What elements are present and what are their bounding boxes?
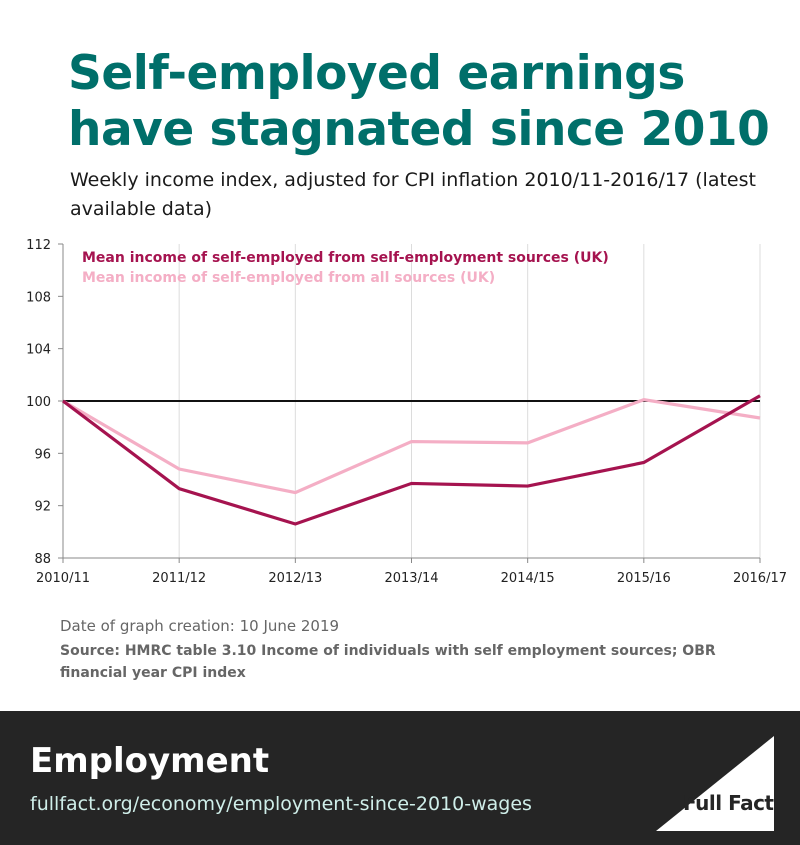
line-chart: 88 92 96 100 104 108 112 2010/11 2011/12 2012/13 2… <box>26 238 787 586</box>
y-tick-label: 104 <box>26 343 51 358</box>
y-tick-label: 108 <box>26 290 51 305</box>
x-tick-label: 2015/16 <box>617 571 671 586</box>
legend-entry: Mean income of self-employed from self-e… <box>82 250 609 266</box>
chart-subtitle: Weekly income index, adjusted for CPI in… <box>70 169 756 220</box>
series-line <box>62 394 761 526</box>
y-tick-label: 92 <box>34 500 51 515</box>
chart-notes: Date of graph creation: 10 June 2019 Sou… <box>60 615 780 684</box>
y-tick-label: 88 <box>34 552 51 567</box>
date-note: Date of graph creation: 10 June 2019 <box>60 617 340 635</box>
page-title: Self-employed earnings have stagnated si… <box>68 46 770 157</box>
x-tick-label: 2011/12 <box>152 571 206 586</box>
footer: Employment fullfact.org/economy/employme… <box>0 711 800 845</box>
x-tick-label: 2013/14 <box>384 571 438 586</box>
y-tick-label: 112 <box>26 238 51 253</box>
logo-text: Full Fact <box>683 791 774 815</box>
legend-entry: Mean income of self-employed from all so… <box>82 270 495 286</box>
source-note: Source: HMRC table 3.10 Income of indivi… <box>60 643 716 681</box>
footer-topic: Employment <box>30 741 270 781</box>
x-tick-label: 2014/15 <box>501 571 555 586</box>
y-tick-label: 100 <box>26 395 51 410</box>
full-fact-logo-icon <box>656 736 774 831</box>
y-tick-label: 96 <box>34 447 51 462</box>
x-tick-label: 2010/11 <box>36 571 90 586</box>
footer-url-link[interactable]: fullfact.org/economy/employment-since-20… <box>30 793 532 815</box>
series-line <box>62 398 761 495</box>
x-tick-label: 2012/13 <box>268 571 322 586</box>
x-tick-label: 2016/17 <box>733 571 787 586</box>
